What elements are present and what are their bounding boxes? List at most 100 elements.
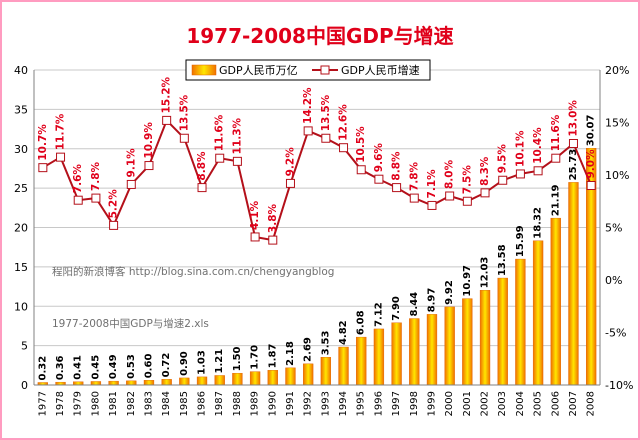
bar-value-label: 1.21 <box>214 349 225 374</box>
bar-value-label: 3.53 <box>320 330 331 355</box>
file-annotation: 1977-2008中国GDP与增速2.xls <box>52 317 209 330</box>
x-tick-label: 1978 <box>55 391 66 416</box>
growth-marker <box>232 156 242 166</box>
bar-value-label: 8.44 <box>409 292 420 317</box>
growth-value-label: 7.8% <box>408 161 420 191</box>
growth-marker <box>462 196 472 206</box>
growth-value-label: 15.2% <box>161 76 173 113</box>
bar-value-label: 0.90 <box>179 351 190 376</box>
x-tick-label: 1999 <box>426 391 437 416</box>
growth-value-label: 9.6% <box>373 143 385 173</box>
bar-value-label: 7.12 <box>373 302 384 327</box>
right-tick-label: -5% <box>605 327 626 340</box>
growth-marker <box>568 139 578 148</box>
bar-value-label: 2.18 <box>285 341 296 366</box>
growth-marker <box>551 153 561 163</box>
growth-value-label: 11.6% <box>214 114 226 151</box>
gdp-bar <box>232 372 243 386</box>
gdp-bar <box>409 318 420 386</box>
growth-value-label: 14.2% <box>302 87 314 124</box>
bar-value-label: 0.49 <box>108 354 119 379</box>
growth-marker <box>392 183 402 193</box>
growth-marker <box>498 175 508 185</box>
bar-value-label: 4.82 <box>338 320 349 345</box>
growth-marker <box>480 188 490 198</box>
gdp-bar <box>373 328 385 386</box>
gdp-bar <box>568 182 579 386</box>
growth-value-label: 9.5% <box>497 144 509 174</box>
x-tick-label: 2008 <box>586 391 597 416</box>
x-tick-label: 1992 <box>303 391 314 416</box>
x-tick-label: 1977 <box>37 391 48 416</box>
bar-value-label: 1.03 <box>197 350 208 375</box>
growth-value-label: 8.8% <box>196 151 208 181</box>
x-tick-label: 1987 <box>214 391 225 416</box>
blog-annotation: 程阳的新浪博客 http://blog.sina.com.cn/chengyan… <box>52 265 334 278</box>
growth-value-label: 10.9% <box>143 122 155 159</box>
growth-value-label: 10.4% <box>532 127 544 164</box>
legend-bar-label: GDP人民币万亿 <box>219 64 298 77</box>
growth-marker <box>38 163 48 173</box>
growth-value-label: 7.6% <box>72 164 84 194</box>
growth-marker <box>339 143 349 153</box>
x-tick-label: 2004 <box>515 391 526 416</box>
left-tick-label: 15 <box>14 261 28 274</box>
growth-value-label: 13.5% <box>178 94 190 131</box>
bar-value-label: 6.08 <box>356 310 367 335</box>
x-tick-label: 2003 <box>497 391 508 416</box>
growth-marker <box>268 235 278 245</box>
bar-value-label: 8.97 <box>426 288 437 313</box>
bar-value-label: 0.53 <box>126 354 137 379</box>
x-tick-label: 1997 <box>391 391 402 416</box>
gdp-bar <box>338 346 349 386</box>
right-tick-label: 0% <box>605 274 622 287</box>
x-tick-label: 1989 <box>250 391 261 416</box>
bar-value-label: 10.97 <box>462 265 473 297</box>
gdp-bar <box>320 357 331 386</box>
bar-value-label: 25.73 <box>568 149 579 181</box>
gdp-bar <box>426 314 438 386</box>
bar-value-label: 0.60 <box>143 354 154 379</box>
gdp-bar <box>532 240 544 386</box>
growth-marker <box>91 193 101 203</box>
gdp-bar <box>479 290 491 386</box>
bar-value-label: 12.03 <box>480 257 491 289</box>
x-tick-label: 1998 <box>409 391 420 416</box>
x-tick-label: 1994 <box>338 391 349 416</box>
bar-value-label: 18.32 <box>533 207 544 239</box>
left-tick-label: 30 <box>14 143 28 156</box>
legend-box <box>185 59 431 81</box>
growth-value-label: 10.7% <box>37 124 49 161</box>
gdp-bar <box>108 380 119 386</box>
gdp-bar <box>161 379 172 386</box>
line-series <box>38 115 596 245</box>
bar-value-label: 13.58 <box>497 244 508 276</box>
growth-marker <box>126 179 136 189</box>
gdp-bar <box>356 336 367 386</box>
gdp-bar <box>391 322 402 386</box>
x-tick-label: 1981 <box>108 391 119 416</box>
right-tick-label: -10% <box>605 379 633 392</box>
growth-value-label: 4.1% <box>249 200 261 230</box>
left-tick-label: 35 <box>14 103 28 116</box>
growth-marker <box>285 178 295 188</box>
left-tick-label: 5 <box>21 340 28 353</box>
growth-value-label: 8.0% <box>444 159 456 189</box>
legend: GDP人民币万亿 GDP人民币增速 <box>185 59 431 81</box>
legend-line-marker <box>320 65 330 75</box>
legend-line-label: GDP人民币增速 <box>341 63 420 77</box>
x-tick-label: 2005 <box>533 391 544 416</box>
growth-value-label: 11.7% <box>55 113 67 150</box>
x-tick-label: 2007 <box>568 391 579 416</box>
growth-value-label: 13.5% <box>320 94 332 131</box>
x-tick-label: 1996 <box>373 391 384 416</box>
growth-value-label: 9.2% <box>284 147 296 177</box>
growth-value-label: 12.6% <box>338 104 350 141</box>
growth-marker <box>374 174 384 184</box>
x-tick-label: 1986 <box>197 391 208 416</box>
gdp-bar <box>126 380 137 386</box>
growth-value-label: 11.6% <box>550 114 562 151</box>
bar-value-label: 0.36 <box>55 355 66 380</box>
growth-marker <box>515 169 525 179</box>
growth-value-label: 10.5% <box>355 126 367 163</box>
